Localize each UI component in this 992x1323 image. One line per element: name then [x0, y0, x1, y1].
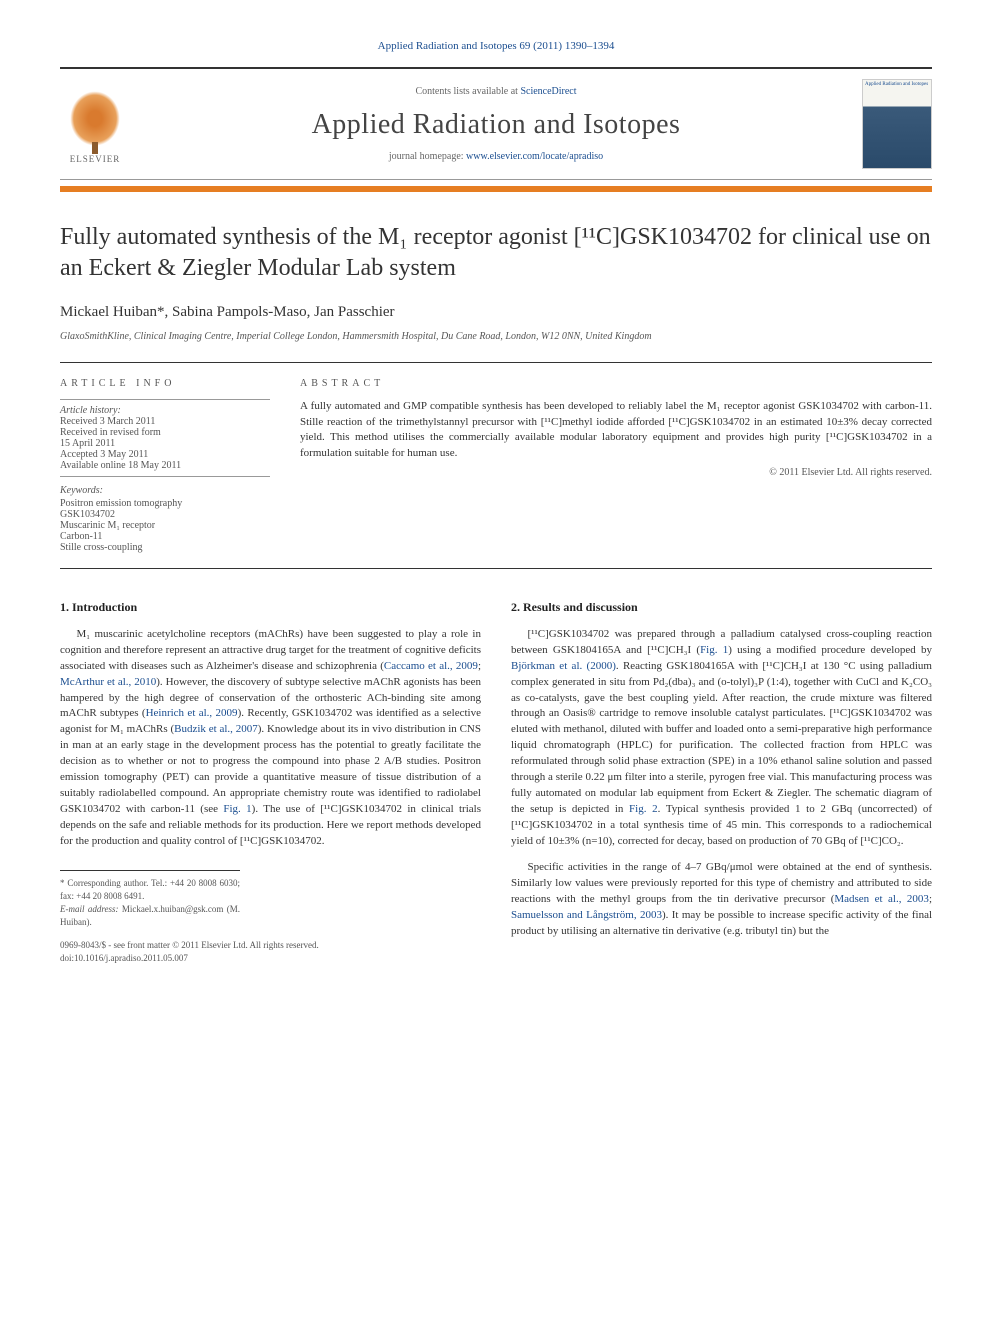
elsevier-tree-icon: [70, 91, 120, 146]
received-date: Received 3 March 2011: [60, 416, 270, 427]
body-columns: 1. Introduction M₁ muscarinic acetylchol…: [60, 599, 932, 965]
keyword: GSK1034702: [60, 509, 270, 520]
sciencedirect-link[interactable]: ScienceDirect: [520, 86, 576, 97]
elsevier-text: ELSEVIER: [70, 154, 121, 164]
footnote-block: * Corresponding author. Tel.: +44 20 800…: [60, 870, 240, 929]
history-label: Article history:: [60, 405, 270, 416]
abstract-copyright: © 2011 Elsevier Ltd. All rights reserved…: [300, 467, 932, 478]
results-heading: 2. Results and discussion: [511, 599, 932, 616]
text-run: ). Knowledge about its in vivo distribut…: [60, 723, 481, 815]
article-info-label: ARTICLE INFO: [60, 378, 270, 389]
corresponding-author: * Corresponding author. Tel.: +44 20 800…: [60, 877, 240, 903]
revised-date: 15 April 2011: [60, 438, 270, 449]
cover-thumb-title: Applied Radiation and Isotopes: [865, 82, 929, 88]
abstract-text: A fully automated and GMP compatible syn…: [300, 399, 932, 461]
accepted-date: Accepted 3 May 2011: [60, 449, 270, 460]
keywords-label: Keywords:: [60, 485, 270, 496]
journal-cover-thumbnail: Applied Radiation and Isotopes: [862, 79, 932, 169]
revised-label: Received in revised form: [60, 427, 270, 438]
journal-homepage: journal homepage: www.elsevier.com/locat…: [150, 151, 842, 162]
email-line: E-mail address: Mickael.x.huiban@gsk.com…: [60, 903, 240, 929]
citation-link[interactable]: Samuelsson and Långström, 2003: [511, 909, 662, 921]
body-column-right: 2. Results and discussion [¹¹C]GSK103470…: [511, 599, 932, 965]
abstract-label: ABSTRACT: [300, 378, 932, 389]
keyword: Stille cross-coupling: [60, 542, 270, 553]
keyword: Carbon-11: [60, 531, 270, 542]
header-center: Contents lists available at ScienceDirec…: [150, 86, 842, 162]
figure-link[interactable]: Fig. 1: [223, 803, 251, 815]
keyword: Positron emission tomography: [60, 498, 270, 509]
email-label: E-mail address:: [60, 904, 119, 914]
elsevier-logo: ELSEVIER: [60, 84, 130, 164]
results-paragraph-1: [¹¹C]GSK1034702 was prepared through a p…: [511, 627, 932, 850]
article-info: ARTICLE INFO Article history: Received 3…: [60, 378, 270, 553]
figure-link[interactable]: Fig. 2: [629, 803, 658, 815]
citation-link[interactable]: Caccamo et al., 2009: [384, 660, 478, 672]
contents-prefix: Contents lists available at: [415, 86, 520, 97]
info-abstract-section: ARTICLE INFO Article history: Received 3…: [60, 362, 932, 569]
author-list: Mickael Huiban*, Sabina Pampols-Maso, Ja…: [60, 304, 932, 321]
orange-divider: [60, 186, 932, 192]
text-run: ;: [478, 660, 481, 672]
article-title: Fully automated synthesis of the M₁ rece…: [60, 222, 932, 284]
figure-link[interactable]: Fig. 1: [700, 644, 728, 656]
results-paragraph-2: Specific activities in the range of 4–7 …: [511, 860, 932, 940]
intro-paragraph: M₁ muscarinic acetylcholine receptors (m…: [60, 627, 481, 850]
body-column-left: 1. Introduction M₁ muscarinic acetylchol…: [60, 599, 481, 965]
abstract-column: ABSTRACT A fully automated and GMP compa…: [300, 378, 932, 553]
citation-link[interactable]: Björkman et al. (2000): [511, 660, 616, 672]
text-run: ;: [929, 893, 932, 905]
doi-line: doi:10.1016/j.apradiso.2011.05.007: [60, 952, 481, 965]
citation-link[interactable]: McArthur et al., 2010: [60, 676, 156, 688]
citation-link[interactable]: Madsen et al., 2003: [834, 893, 929, 905]
text-run: . Reacting GSK1804165A with [¹¹C]CH₃I at…: [511, 660, 932, 815]
online-date: Available online 18 May 2011: [60, 460, 270, 471]
homepage-link[interactable]: www.elsevier.com/locate/apradiso: [466, 151, 603, 162]
citation-link[interactable]: Heinrich et al., 2009: [146, 707, 238, 719]
journal-name: Applied Radiation and Isotopes: [150, 109, 842, 141]
homepage-prefix: journal homepage:: [389, 151, 466, 162]
intro-heading: 1. Introduction: [60, 599, 481, 616]
journal-reference: Applied Radiation and Isotopes 69 (2011)…: [60, 40, 932, 52]
affiliation: GlaxoSmithKline, Clinical Imaging Centre…: [60, 331, 932, 342]
contents-line: Contents lists available at ScienceDirec…: [150, 86, 842, 97]
history-block: Article history: Received 3 March 2011 R…: [60, 399, 270, 477]
text-run: ) using a modified procedure developed b…: [728, 644, 932, 656]
journal-header: ELSEVIER Contents lists available at Sci…: [60, 67, 932, 180]
keyword: Muscarinic M₁ receptor: [60, 520, 270, 531]
issn-line: 0969-8043/$ - see front matter © 2011 El…: [60, 939, 481, 952]
citation-link[interactable]: Budzik et al., 2007: [174, 723, 258, 735]
